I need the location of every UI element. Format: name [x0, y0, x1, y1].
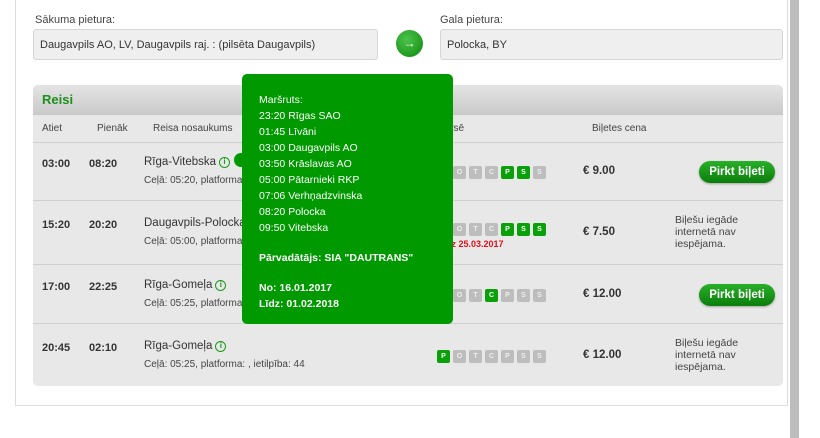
depart-time: 17:00: [42, 280, 71, 293]
day-badge: P: [501, 166, 514, 179]
validity-note: līdz 25.03.2017: [441, 239, 504, 249]
arrive-time: 20:20: [89, 219, 118, 231]
info-icon[interactable]: i: [219, 157, 231, 168]
day-badge: S: [517, 166, 530, 179]
depart-time: 15:20: [42, 219, 71, 231]
day-badge: P: [501, 349, 514, 363]
day-badge: C: [485, 349, 498, 363]
from-label: Sākuma pietura:: [35, 14, 116, 26]
day-badge: T: [469, 349, 482, 363]
col-price: Biļetes cena: [592, 123, 647, 134]
day-badge: O: [453, 349, 466, 363]
route-label: Maršruts:: [259, 94, 303, 106]
valid-from: No: 16.01.2017: [259, 282, 332, 294]
day-badge: C: [485, 288, 498, 302]
day-badge: S: [533, 349, 546, 363]
arrow-right-icon: →: [403, 36, 416, 50]
trip-row: 20:45 02:10 Rīga-Gomeļa i Ceļā: 05:25, pl…: [33, 323, 783, 386]
route-stop: 03:50 Krāslavas AO: [259, 158, 352, 170]
from-stop-field[interactable]: Daugavpils AO, LV, Daugavpils raj. : (pi…: [33, 29, 378, 60]
day-badge: P: [501, 288, 514, 302]
day-badge: S: [533, 223, 546, 236]
scrollbar[interactable]: [790, 0, 799, 438]
to-label: Gala pietura:: [440, 14, 503, 26]
day-badge: O: [453, 223, 466, 236]
swap-button[interactable]: →: [396, 30, 423, 57]
col-name: Reisa nosaukums: [153, 123, 233, 134]
trip-name-text: Rīga-Gomeļa: [144, 339, 213, 352]
depart-time: 03:00: [42, 158, 71, 170]
day-badge: C: [485, 166, 498, 179]
trip-details: Ceļā: 05:20, platforma:: [144, 175, 246, 186]
day-badge: T: [469, 223, 482, 236]
info-icon[interactable]: i: [215, 340, 227, 352]
route-stop: 09:50 Vitebska: [259, 222, 329, 234]
purchase-unavailable-note: Biļešu iegāde internetā nav iespējama.: [675, 214, 739, 250]
ticket-price: € 12.00: [583, 287, 622, 300]
arrive-time: 08:20: [89, 158, 118, 170]
trip-details: Ceļā: 05:00, platforma:: [144, 236, 246, 247]
info-icon[interactable]: i: [215, 279, 227, 291]
ticket-price: € 9.00: [583, 165, 615, 177]
arrive-time: 22:25: [89, 280, 118, 293]
depart-time: 20:45: [42, 341, 71, 354]
trip-name-text: Rīga-Vitebska: [144, 156, 217, 168]
day-badge: S: [517, 288, 530, 302]
day-badge: S: [533, 166, 546, 179]
day-badge: S: [533, 288, 546, 302]
buy-ticket-button[interactable]: Pirkt biļeti: [699, 161, 775, 183]
route-stop: 07:06 Verhņadzvinska: [259, 190, 363, 202]
route-stop: 03:00 Daugavpils AO: [259, 142, 358, 154]
day-badge: S: [517, 349, 530, 363]
trip-name[interactable]: Rīga-Gomeļa i: [144, 278, 227, 291]
to-stop-field[interactable]: Polocka, BY: [440, 29, 783, 60]
trip-details: Ceļā: 05:25, platforma: , ietilpība: 44: [144, 358, 305, 370]
trip-name[interactable]: Rīga-Vitebska i: [144, 156, 231, 168]
route-stop: 08:20 Polocka: [259, 206, 326, 218]
col-arrive: Pienāk: [97, 123, 128, 134]
day-badge: S: [517, 223, 530, 236]
route-tooltip: Maršruts: 23:20 Rīgas SAO 01:45 Līvāni 03:…: [242, 74, 453, 324]
trip-name-text: Daugavpils-Polocka: [144, 217, 246, 229]
day-badge: T: [469, 288, 482, 302]
day-badge: O: [453, 288, 466, 302]
day-badge: P: [437, 349, 450, 363]
trip-details: Ceļā: 05:25, platforma:: [144, 297, 246, 309]
ticket-price: € 7.50: [583, 226, 615, 238]
day-badge: C: [485, 223, 498, 236]
route-stop: 23:20 Rīgas SAO: [259, 110, 341, 122]
day-badge: P: [501, 223, 514, 236]
trip-name-text: Rīga-Gomeļa: [144, 278, 213, 291]
route-stop: 01:45 Līvāni: [259, 126, 317, 138]
trip-name[interactable]: Rīga-Gomeļa i: [144, 339, 227, 352]
valid-to: Līdz: 01.02.2018: [259, 298, 339, 310]
purchase-unavailable-note: Biļešu iegāde internetā nav iespējama.: [675, 336, 739, 373]
route-stop: 05:00 Pātarnieki RKP: [259, 174, 360, 186]
ticket-price: € 12.00: [583, 348, 622, 361]
col-depart: Atiet: [42, 123, 63, 134]
day-badge: O: [453, 166, 466, 179]
buy-ticket-button[interactable]: Pirkt biļeti: [699, 283, 775, 306]
arrive-time: 02:10: [89, 341, 118, 354]
carrier: Pārvadātājs: SIA "DAUTRANS": [259, 252, 414, 264]
day-badge: T: [469, 166, 482, 179]
